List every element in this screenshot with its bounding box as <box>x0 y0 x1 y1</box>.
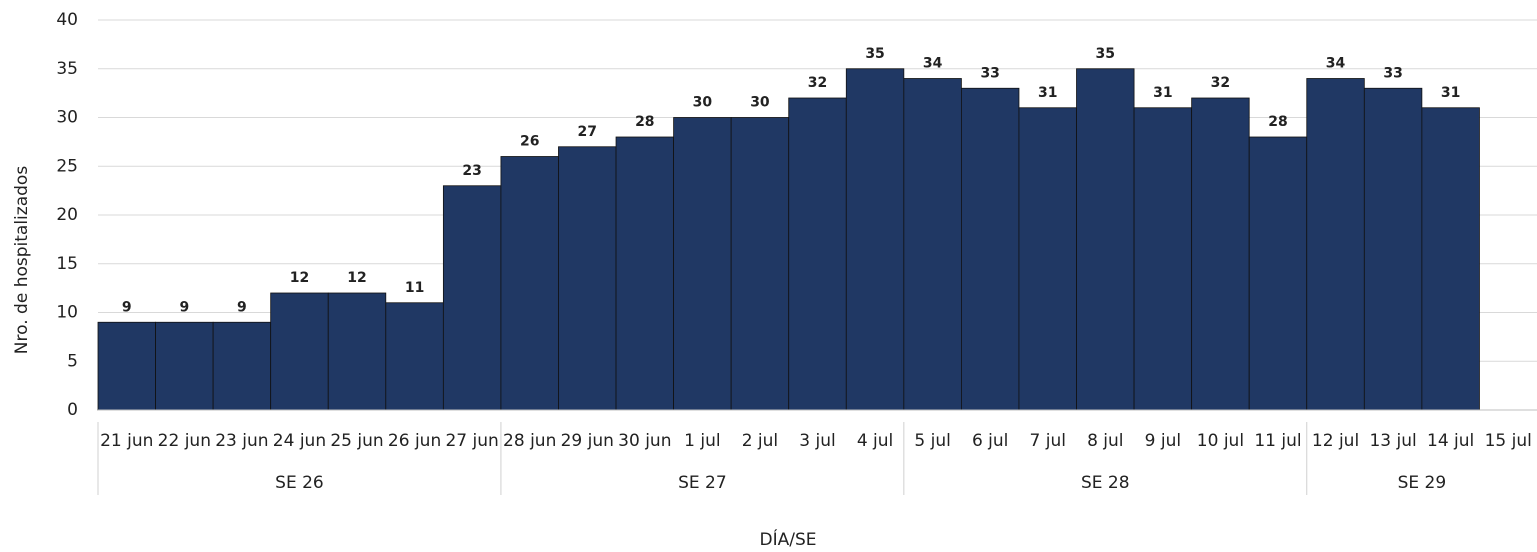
bar <box>673 117 732 411</box>
x-tick-label: 2 jul <box>742 431 778 451</box>
x-tick-label: 30 jun <box>618 431 671 451</box>
value-label: 9 <box>122 299 132 315</box>
bar <box>1076 68 1135 411</box>
x-tick-label: 24 jun <box>273 431 326 451</box>
bar <box>558 146 617 411</box>
y-tick-label: 30 <box>56 108 78 128</box>
group-label: SE 27 <box>678 473 727 493</box>
bar <box>212 321 272 411</box>
value-label: 28 <box>1268 114 1287 130</box>
y-tick-label: 40 <box>56 10 78 30</box>
y-tick-label: 10 <box>56 303 78 323</box>
value-label: 9 <box>237 299 247 315</box>
x-tick-label: 8 jul <box>1087 431 1123 451</box>
value-label: 28 <box>635 114 654 130</box>
value-label: 12 <box>290 270 309 286</box>
x-tick-label: 21 jun <box>100 431 153 451</box>
bar <box>903 78 962 411</box>
bar <box>270 292 329 411</box>
bar <box>327 292 387 411</box>
x-tick-label: 5 jul <box>914 431 950 451</box>
x-tick-label: 11 jul <box>1254 431 1301 451</box>
x-tick-label: 15 jul <box>1485 431 1532 451</box>
bar <box>730 117 790 411</box>
x-tick-label: 1 jul <box>684 431 720 451</box>
y-axis-label: Nro. de hospitalizados <box>12 166 32 355</box>
value-label: 27 <box>578 124 597 140</box>
x-tick-label: 22 jun <box>158 431 211 451</box>
x-tick-label: 23 jun <box>215 431 268 451</box>
x-tick-label: 27 jun <box>445 431 498 451</box>
value-label: 31 <box>1038 85 1057 101</box>
y-tick-label: 15 <box>56 254 78 274</box>
x-tick-label: 9 jul <box>1145 431 1181 451</box>
bar <box>1133 107 1193 411</box>
bar <box>1018 107 1077 411</box>
value-label: 30 <box>693 95 713 111</box>
x-tick-label: 28 jun <box>503 431 556 451</box>
bar <box>1306 78 1365 411</box>
x-tick-label: 6 jul <box>972 431 1008 451</box>
value-label: 35 <box>1096 46 1115 62</box>
value-label: 32 <box>808 75 827 91</box>
y-tick-label: 25 <box>56 156 78 176</box>
x-tick-label: 3 jul <box>799 431 835 451</box>
x-tick-label: 14 jul <box>1427 431 1474 451</box>
x-tick-label: 26 jun <box>388 431 441 451</box>
y-tick-label: 5 <box>67 351 78 371</box>
bar <box>97 321 156 411</box>
x-tick-label: 7 jul <box>1030 431 1066 451</box>
bar <box>1191 97 1250 411</box>
value-label: 34 <box>1326 56 1346 72</box>
bar <box>500 156 559 411</box>
x-tick-label: 13 jul <box>1369 431 1416 451</box>
value-label: 11 <box>405 280 424 296</box>
bar <box>1363 87 1423 411</box>
bar <box>788 97 847 411</box>
y-tick-label: 0 <box>67 400 78 420</box>
value-label: 9 <box>179 299 189 315</box>
value-label: 12 <box>347 270 366 286</box>
value-label: 23 <box>462 163 481 179</box>
bar <box>961 87 1020 411</box>
value-label: 35 <box>865 46 884 62</box>
x-axis-label: DÍA/SE <box>760 528 817 548</box>
y-tick-label: 35 <box>56 59 78 79</box>
x-tick-label: 12 jul <box>1312 431 1359 451</box>
bar <box>615 136 674 411</box>
value-label: 26 <box>520 134 539 150</box>
value-label: 32 <box>1211 75 1230 91</box>
bar <box>845 68 905 411</box>
x-tick-label: 4 jul <box>857 431 893 451</box>
bar <box>442 185 502 411</box>
x-tick-label: 29 jun <box>561 431 614 451</box>
bar <box>155 321 214 411</box>
value-label: 31 <box>1441 85 1460 101</box>
value-label: 31 <box>1153 85 1172 101</box>
x-tick-label: 10 jul <box>1197 431 1244 451</box>
group-label: SE 28 <box>1081 473 1130 493</box>
value-label: 34 <box>923 56 943 72</box>
bar <box>385 302 444 411</box>
value-label: 30 <box>750 95 770 111</box>
value-label: 33 <box>1383 65 1402 81</box>
group-label: SE 26 <box>275 473 324 493</box>
group-label: SE 29 <box>1398 473 1447 493</box>
y-tick-label: 20 <box>56 205 78 225</box>
bar <box>1421 107 1480 411</box>
value-label: 33 <box>980 65 999 81</box>
x-tick-label: 25 jun <box>330 431 383 451</box>
bar <box>1248 136 1308 411</box>
